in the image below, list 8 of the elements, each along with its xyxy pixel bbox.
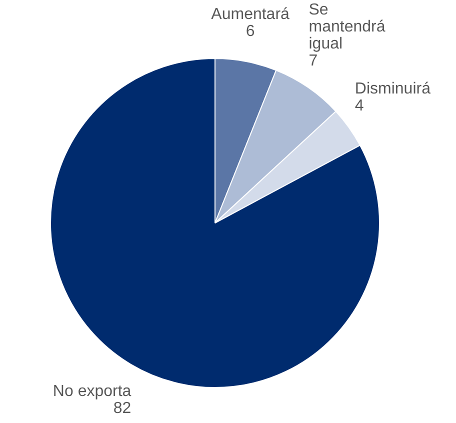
- data-label: 6: [246, 22, 255, 40]
- slice-label: Se mantendrá igual: [308, 1, 386, 52]
- data-label: 7: [308, 52, 318, 70]
- data-label: 4: [354, 98, 364, 115]
- slice-label: Aumentará: [211, 6, 290, 23]
- slice-label: No exporta: [52, 382, 132, 400]
- data-label: 82: [113, 400, 132, 417]
- slice-label: Disminuirá: [354, 80, 431, 98]
